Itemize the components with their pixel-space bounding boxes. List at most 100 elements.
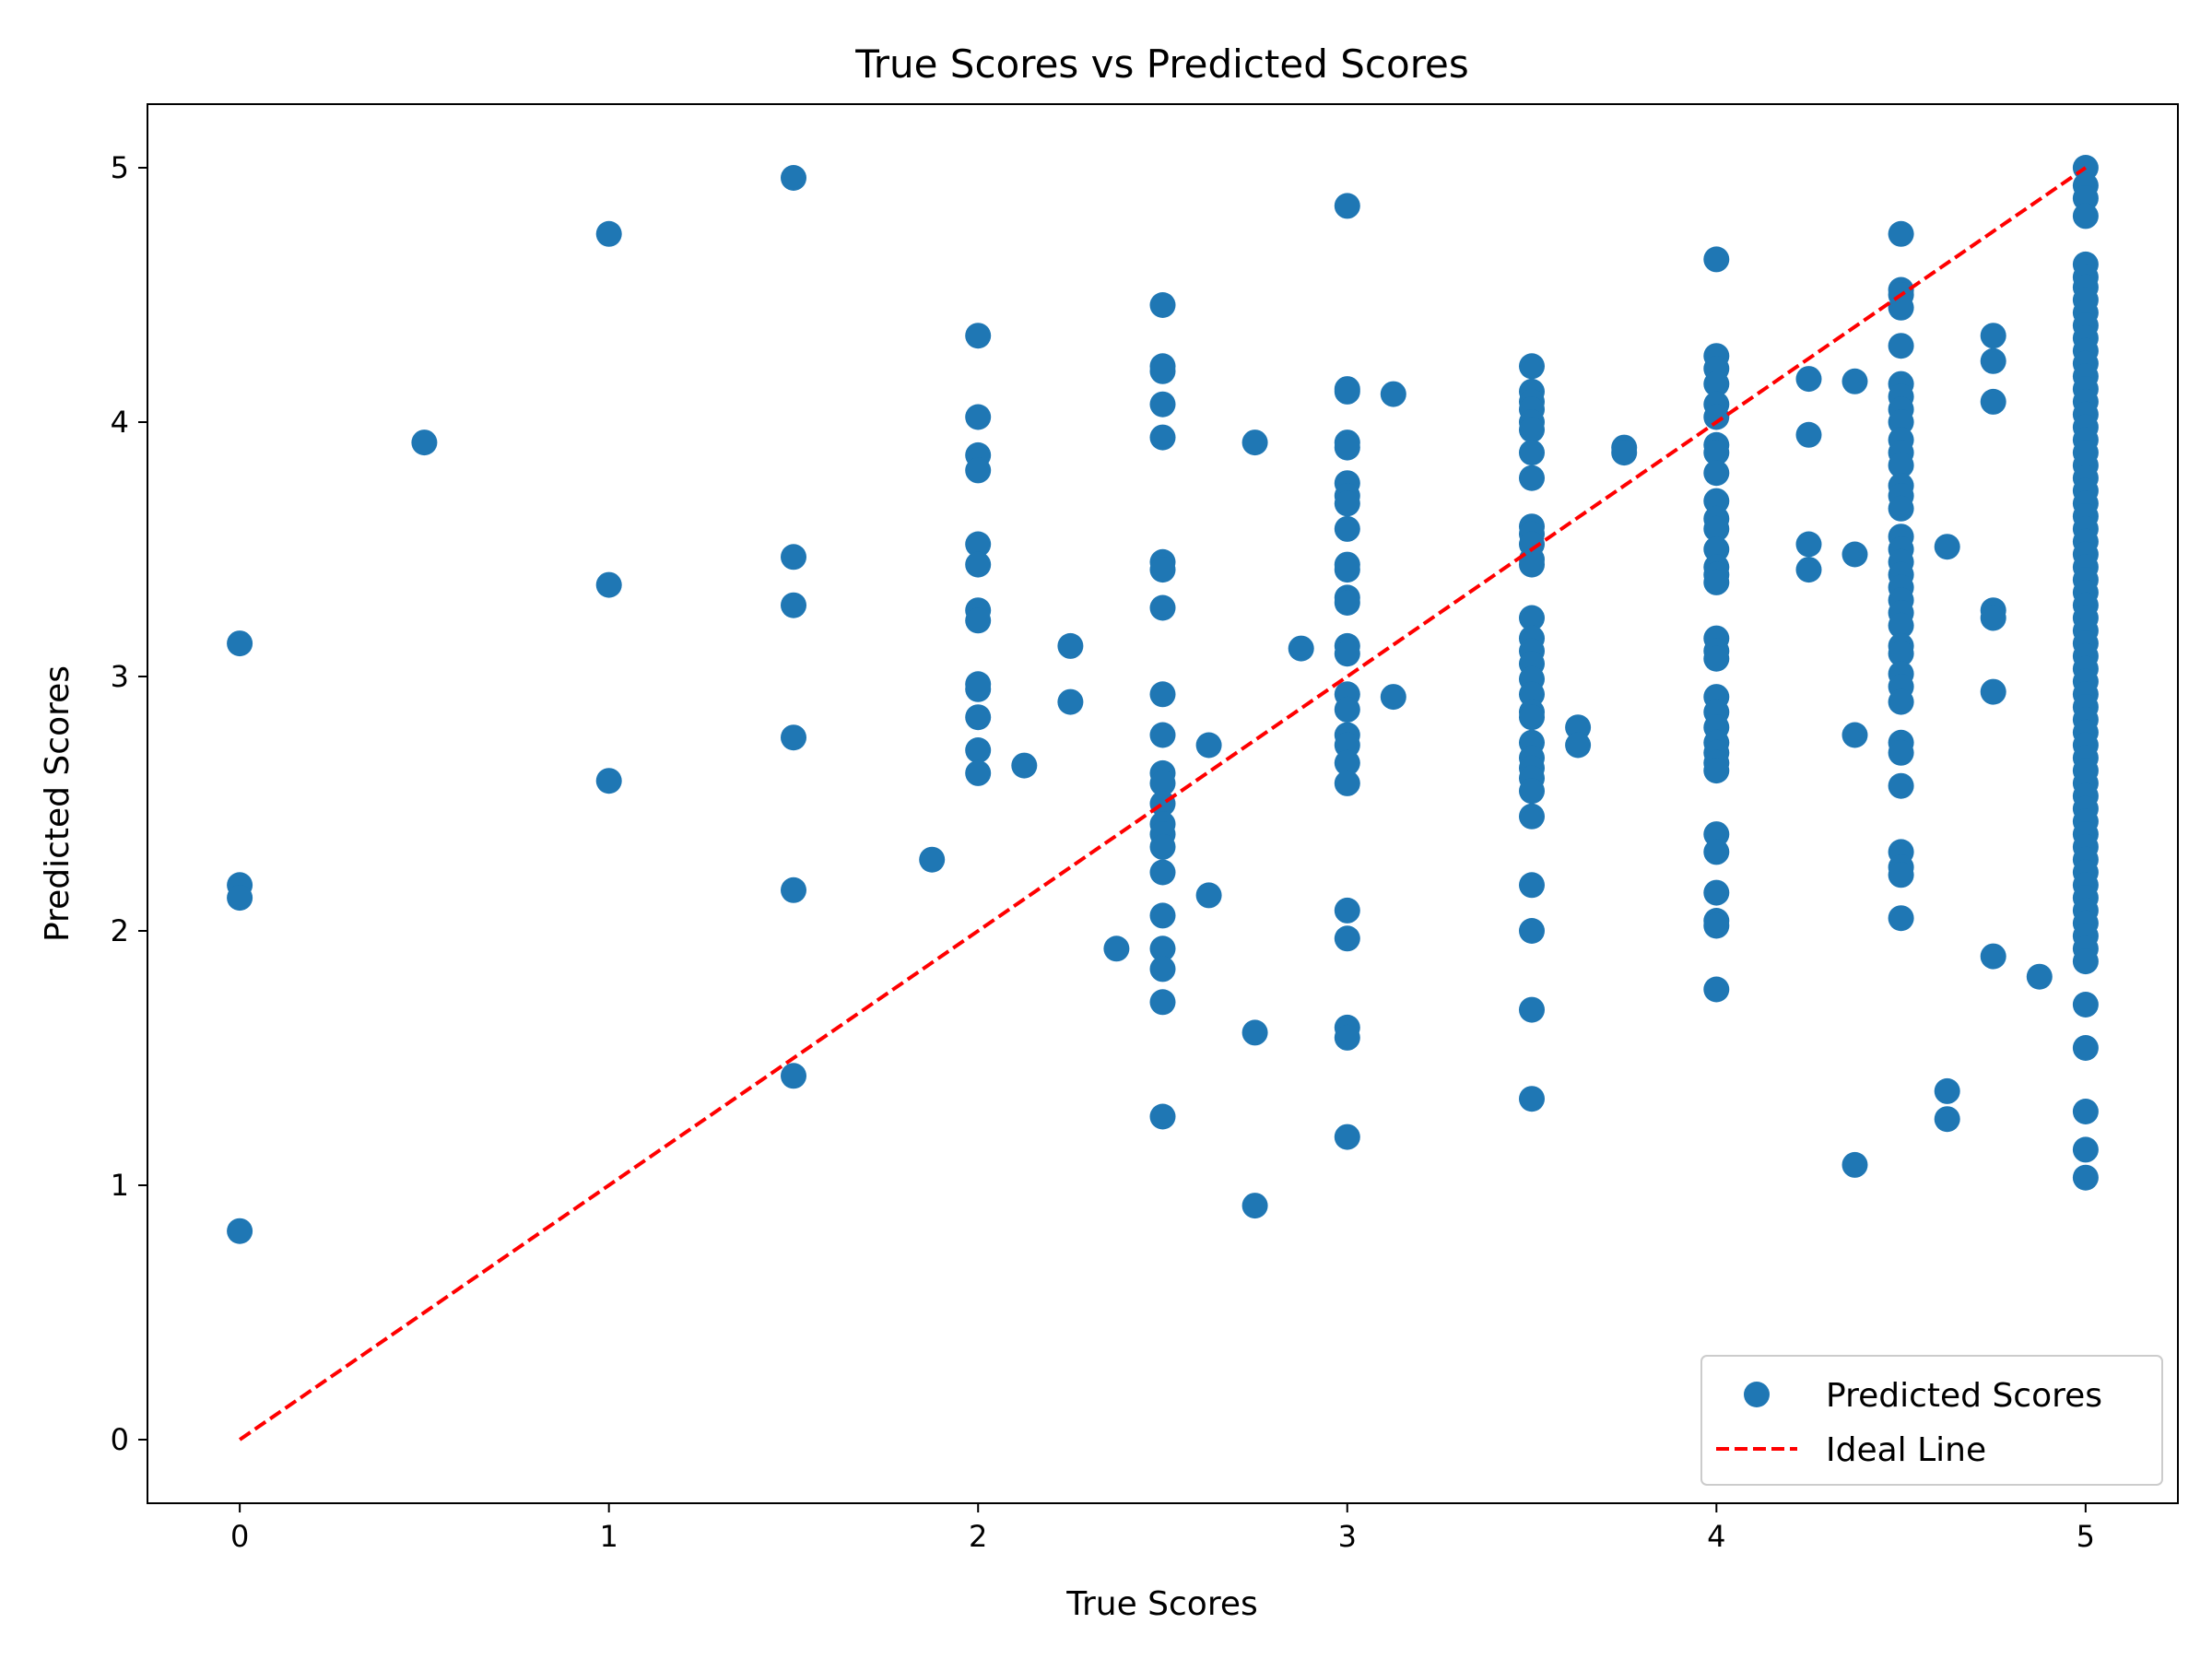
legend-box bbox=[1700, 1355, 2163, 1486]
scatter-point bbox=[1980, 678, 2006, 705]
scatter-point bbox=[1519, 996, 1545, 1023]
scatter-point bbox=[1703, 645, 1730, 672]
scatter-point bbox=[1703, 821, 1730, 848]
scatter-point bbox=[2072, 1035, 2099, 1061]
scatter-point bbox=[1334, 897, 1360, 924]
y-tick-label: 1 bbox=[111, 1168, 129, 1203]
scatter-point bbox=[781, 165, 806, 191]
plot-area: 0 1 2 3 4 5 0 1 2 3 4 5 bbox=[111, 103, 2179, 1554]
scatter-point bbox=[1519, 681, 1545, 708]
scatter-point bbox=[1149, 722, 1176, 748]
scatter-point bbox=[1334, 378, 1360, 405]
scatter-point bbox=[2072, 948, 2099, 975]
scatter-point bbox=[1334, 490, 1360, 517]
scatter-point bbox=[781, 877, 806, 903]
chart-title: True Scores vs Predicted Scores bbox=[854, 41, 1469, 87]
scatter-point bbox=[227, 1218, 253, 1244]
scatter-point bbox=[1149, 557, 1176, 583]
scatter-point bbox=[1380, 381, 1406, 407]
scatter-point bbox=[227, 885, 253, 912]
scatter-point bbox=[1934, 1077, 1960, 1104]
scatter-point bbox=[1149, 594, 1176, 621]
scatter-point bbox=[1703, 536, 1730, 562]
y-tick-label: 0 bbox=[111, 1422, 129, 1457]
plot-frame bbox=[147, 103, 2179, 1504]
y-tick-label: 4 bbox=[111, 405, 129, 440]
scatter-point bbox=[1888, 495, 1914, 522]
scatter-point bbox=[1057, 632, 1084, 659]
scatter-point bbox=[1703, 440, 1730, 466]
scatter-point bbox=[1888, 641, 1914, 667]
x-axis-label: True Scores bbox=[1065, 1585, 1258, 1623]
scatter-point bbox=[1519, 803, 1545, 830]
y-tick-label: 3 bbox=[111, 659, 129, 694]
scatter-point bbox=[1703, 460, 1730, 487]
scatter-point bbox=[1519, 918, 1545, 944]
scatter-point bbox=[1334, 641, 1360, 667]
scatter-point bbox=[1149, 770, 1176, 796]
scatter-point bbox=[1334, 434, 1360, 461]
scatter-point bbox=[1795, 557, 1822, 583]
scatter-point bbox=[965, 759, 992, 786]
scatter-point bbox=[1795, 531, 1822, 558]
scatter-point bbox=[1334, 193, 1360, 219]
scatter-point bbox=[1149, 292, 1176, 318]
scatter-point bbox=[1149, 1103, 1176, 1130]
scatter-point bbox=[781, 1063, 806, 1089]
scatter-point bbox=[1149, 391, 1176, 418]
scatter-point bbox=[1841, 368, 1868, 394]
scatter-point bbox=[1334, 770, 1360, 796]
scatter-point bbox=[1103, 935, 1130, 962]
legend-label-ideal-line: Ideal Line bbox=[1826, 1431, 1986, 1469]
y-tick-label: 2 bbox=[111, 913, 129, 948]
scatter-point bbox=[1519, 872, 1545, 899]
scatter-point bbox=[1795, 421, 1822, 448]
scatter-point bbox=[1980, 347, 2006, 374]
scatter-point bbox=[1149, 833, 1176, 860]
scatter-point bbox=[2072, 1164, 2099, 1191]
scatter-point bbox=[1195, 732, 1222, 759]
scatter-point bbox=[1888, 452, 1914, 478]
legend-label-predicted-scores: Predicted Scores bbox=[1826, 1377, 2102, 1415]
scatter-point bbox=[1980, 388, 2006, 415]
scatter-point bbox=[1241, 429, 1268, 456]
scatter-point bbox=[1519, 1086, 1545, 1112]
scatter-point bbox=[1888, 612, 1914, 639]
scatter-point bbox=[1149, 902, 1176, 929]
scatter-point bbox=[1011, 752, 1038, 779]
scatter-point bbox=[965, 551, 992, 578]
x-tick-label: 2 bbox=[969, 1519, 987, 1554]
scatter-point bbox=[1888, 905, 1914, 932]
scatter-point bbox=[1703, 879, 1730, 906]
ideal-line bbox=[239, 166, 2087, 1441]
scatter-point bbox=[1334, 696, 1360, 723]
x-tick-label: 4 bbox=[1707, 1519, 1725, 1554]
scatter-point bbox=[1149, 935, 1176, 962]
scatter-point bbox=[1334, 1124, 1360, 1150]
scatter-point bbox=[2072, 1136, 2099, 1163]
scatter-point bbox=[1519, 465, 1545, 491]
scatter-point bbox=[1703, 515, 1730, 542]
scatter-point bbox=[1149, 358, 1176, 384]
scatter-point bbox=[1519, 417, 1545, 443]
scatter-point bbox=[1611, 440, 1638, 466]
scatter-point bbox=[1888, 333, 1914, 359]
scatter-point bbox=[1334, 925, 1360, 952]
scatter-point bbox=[2072, 203, 2099, 229]
scatter-point bbox=[1888, 862, 1914, 888]
scatter-point bbox=[1149, 989, 1176, 1016]
scatter-point bbox=[965, 404, 992, 430]
scatter-point bbox=[1519, 605, 1545, 631]
scatter-point bbox=[1703, 839, 1730, 865]
scatter-point bbox=[965, 676, 992, 702]
scatter-point bbox=[1841, 722, 1868, 748]
scatter-point bbox=[1241, 1193, 1268, 1219]
scatter-point bbox=[1703, 912, 1730, 939]
scatter-point bbox=[1149, 859, 1176, 886]
scatter-point bbox=[1334, 557, 1360, 583]
scatter-point bbox=[1888, 688, 1914, 715]
scatter-point bbox=[595, 220, 622, 247]
scatter-point bbox=[1519, 353, 1545, 380]
scatter-point bbox=[1888, 220, 1914, 247]
